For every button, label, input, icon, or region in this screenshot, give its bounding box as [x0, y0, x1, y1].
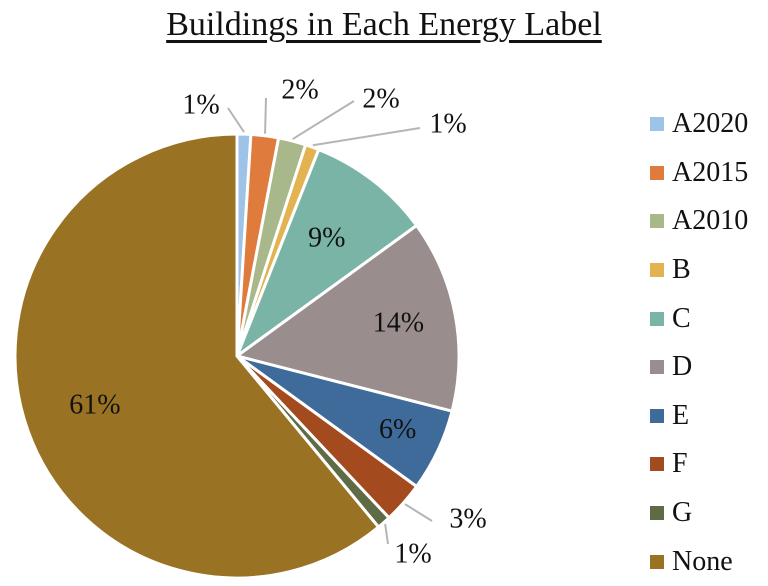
- data-label-b: 1%: [429, 108, 466, 139]
- data-label-a2015: 2%: [281, 74, 318, 105]
- legend-item-b: B: [650, 246, 748, 295]
- legend-swatch: [650, 165, 664, 180]
- legend-item-e: E: [650, 392, 748, 441]
- pie-slice-c: [233, 147, 419, 361]
- legend-swatch: [650, 554, 664, 569]
- legend-item-c: C: [650, 294, 748, 343]
- legend-item-none: None: [650, 537, 748, 586]
- data-label-a2020: 1%: [182, 89, 219, 120]
- leader-line-g: [384, 523, 389, 545]
- legend-label: D: [672, 351, 693, 383]
- data-label-d: 14%: [373, 308, 424, 339]
- legend-label: A2015: [672, 156, 749, 188]
- legend-swatch: [650, 311, 664, 326]
- chart-title: Buildings in Each Energy Label: [166, 6, 602, 43]
- data-label-e: 6%: [379, 414, 416, 445]
- legend-swatch: [650, 457, 664, 472]
- legend-swatch: [650, 214, 664, 229]
- data-label-f: 3%: [449, 503, 486, 534]
- legend-swatch: [650, 408, 664, 423]
- leader-line-b: [312, 127, 421, 147]
- legend-label: A2010: [672, 205, 749, 237]
- legend-item-a2015: A2015: [650, 149, 748, 198]
- leader-line-a2020: [227, 107, 245, 133]
- legend-swatch: [650, 117, 664, 132]
- chart-legend: A2020 A2015 A2010 B C D E F G None: [650, 100, 748, 586]
- legend-label: F: [672, 448, 688, 480]
- legend-label: B: [672, 254, 691, 286]
- legend-label: A2020: [672, 108, 749, 140]
- legend-label: None: [672, 545, 733, 577]
- legend-swatch: [650, 506, 664, 521]
- data-label-none: 61%: [69, 390, 120, 421]
- legend-label: C: [672, 302, 691, 334]
- pie-slice-none: [13, 132, 381, 577]
- data-label-a2010: 2%: [362, 83, 399, 114]
- legend-swatch: [650, 360, 664, 375]
- leader-line-a2015: [264, 97, 267, 134]
- legend-item-a2020: A2020: [650, 100, 748, 149]
- legend-item-d: D: [650, 343, 748, 392]
- leader-line-f: [404, 503, 433, 522]
- data-label-g: 1%: [394, 538, 431, 569]
- legend-item-a2010: A2010: [650, 197, 748, 246]
- data-label-c: 9%: [308, 223, 345, 254]
- legend-label: G: [672, 497, 693, 529]
- pie-slice-d: [233, 223, 461, 414]
- legend-label: E: [672, 399, 690, 431]
- legend-swatch: [650, 263, 664, 278]
- legend-item-g: G: [650, 489, 748, 538]
- leader-line-a2010: [292, 100, 355, 140]
- legend-item-f: F: [650, 440, 748, 489]
